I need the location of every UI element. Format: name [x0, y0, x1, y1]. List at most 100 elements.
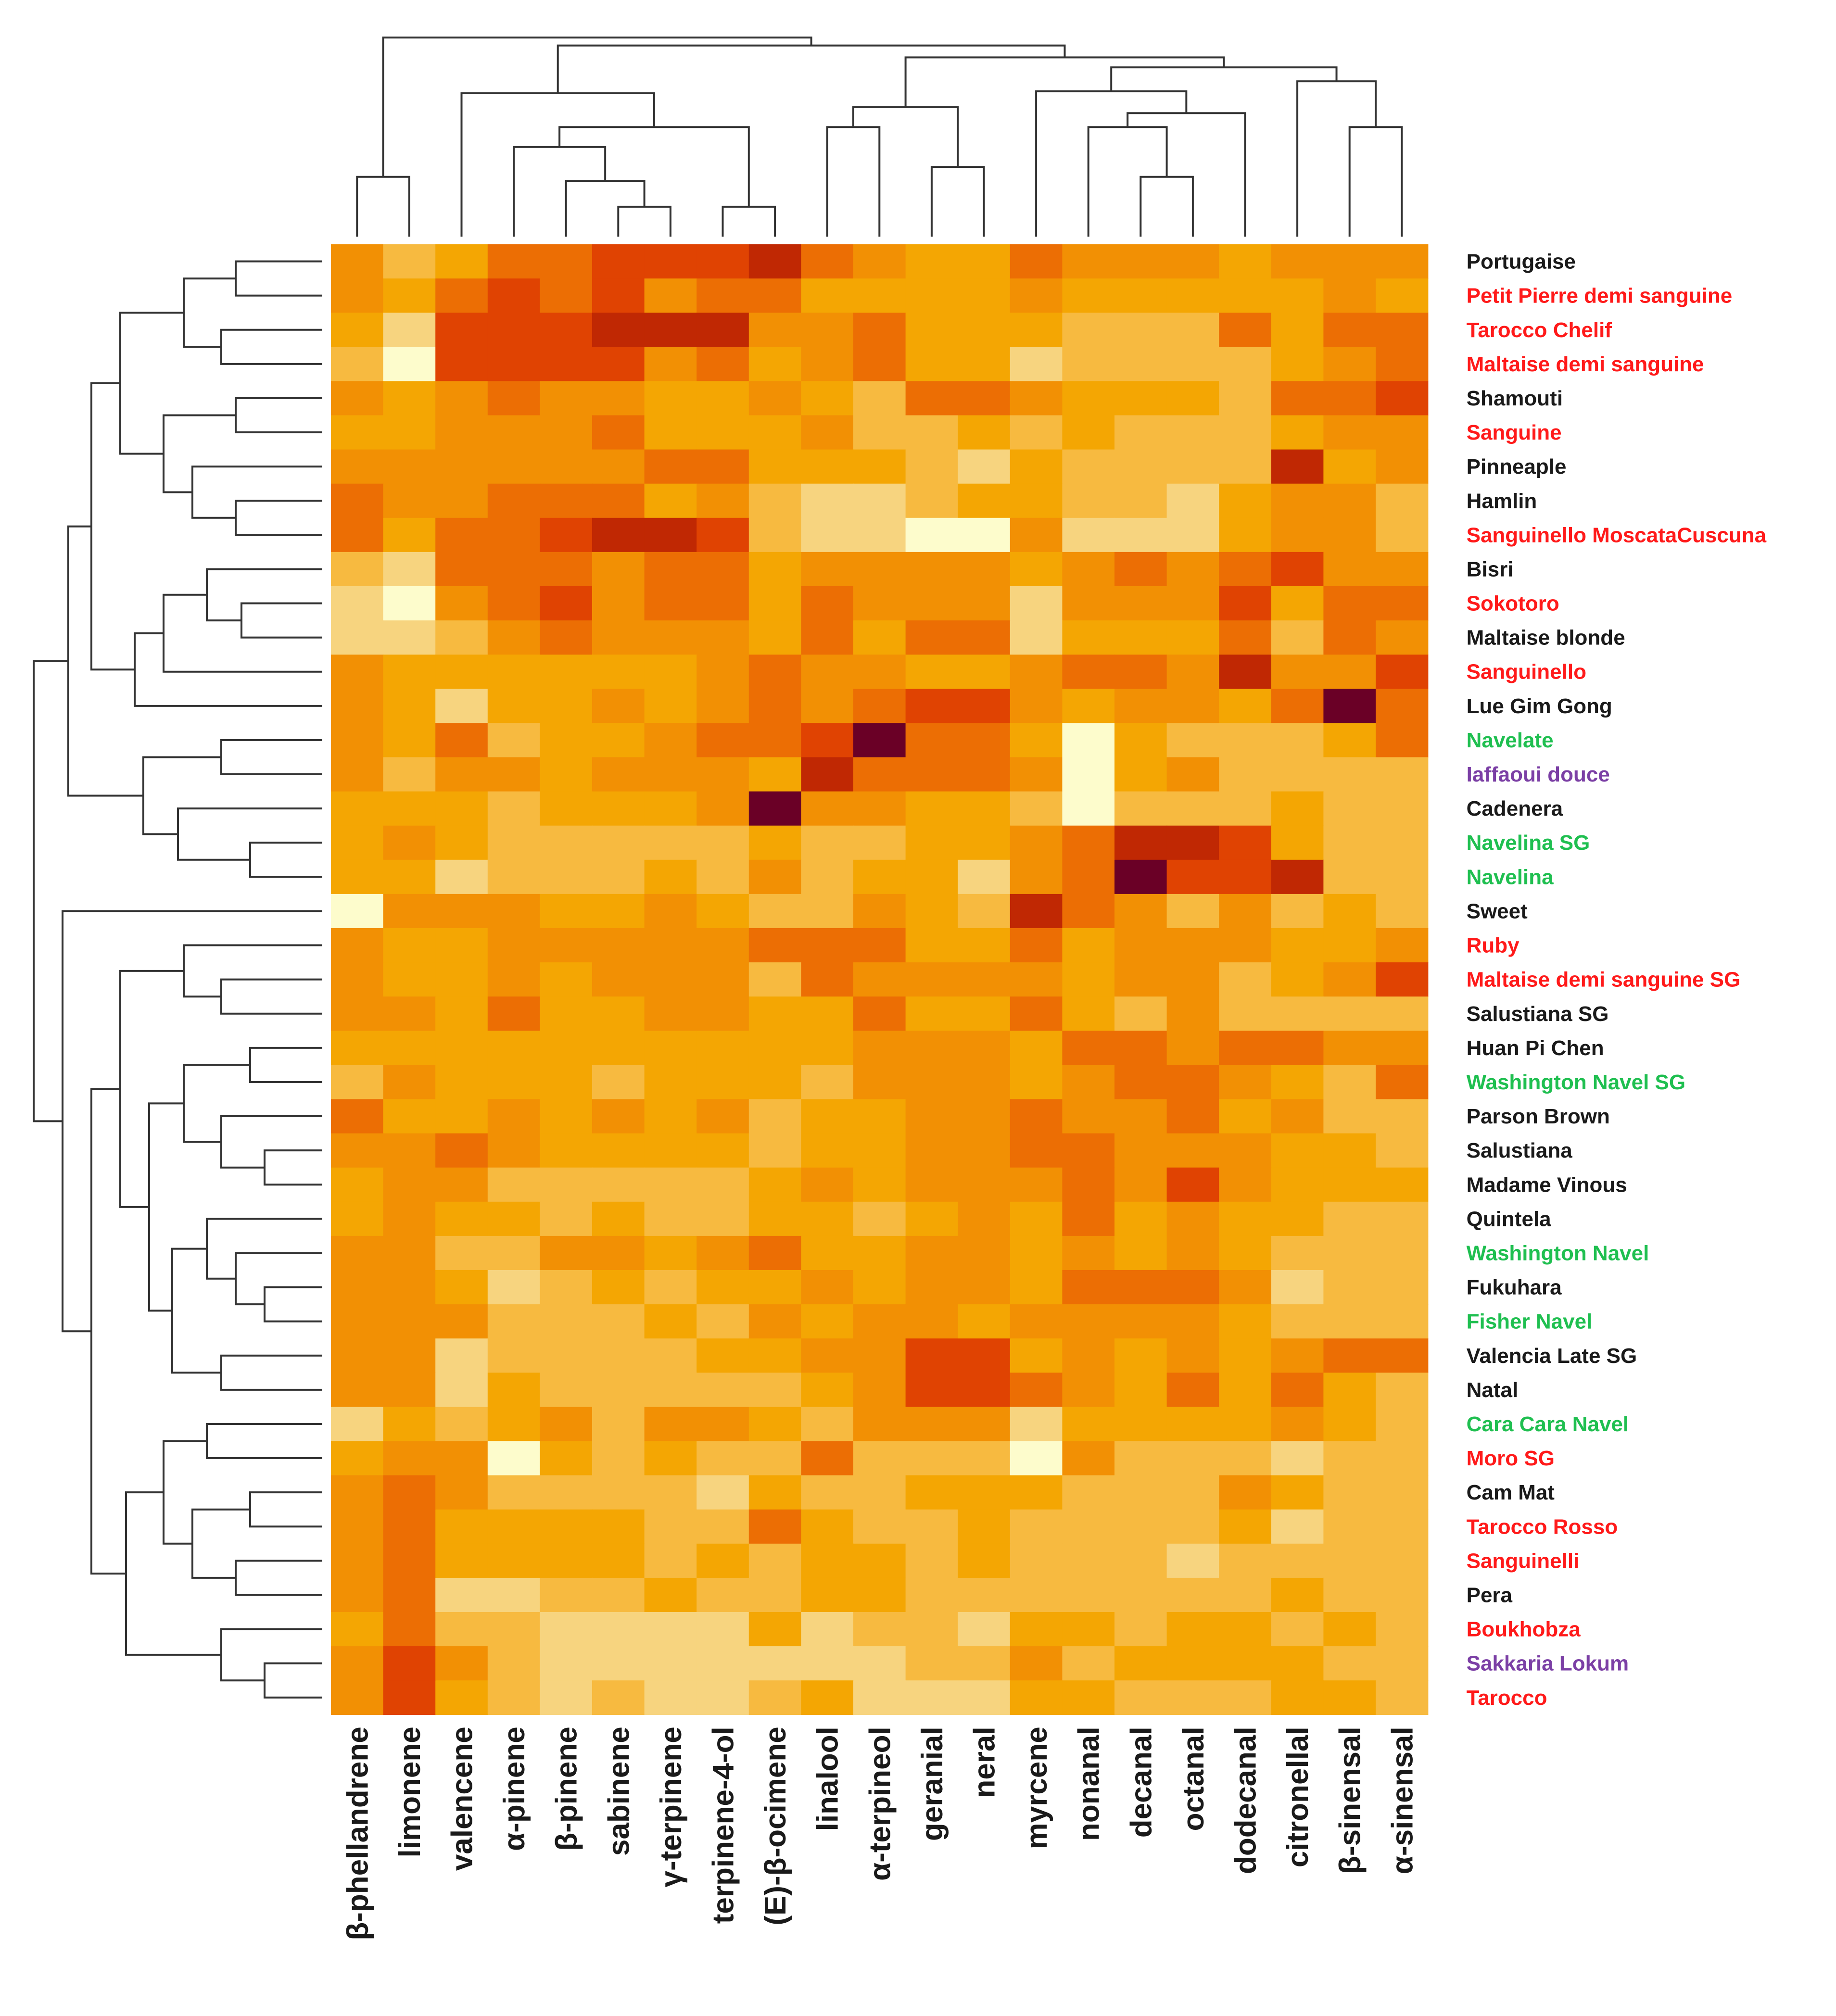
heatmap-cell [1114, 1099, 1167, 1134]
heatmap-cell [435, 1407, 488, 1442]
heatmap-cell [1219, 757, 1272, 792]
heatmap-cell [1010, 381, 1063, 416]
row-label: Navelina [1467, 865, 1554, 889]
heatmap-cell [644, 1338, 697, 1373]
heatmap-cell [958, 1304, 1011, 1339]
heatmap-cell [1114, 586, 1167, 621]
heatmap-cell [1062, 1031, 1115, 1066]
heatmap-cell [696, 689, 749, 724]
heatmap-cell [435, 1099, 488, 1134]
heatmap-cell [1323, 1031, 1376, 1066]
heatmap-cell [696, 1612, 749, 1647]
heatmap-cell [1166, 1338, 1219, 1373]
heatmap-cell [644, 1099, 697, 1134]
heatmap-cell [801, 1099, 854, 1134]
heatmap-cell [1114, 313, 1167, 348]
heatmap-cell [958, 586, 1011, 621]
heatmap-cell [487, 347, 541, 382]
heatmap-cell [1010, 1543, 1063, 1578]
heatmap-cell [958, 1201, 1011, 1236]
heatmap-cell [1219, 996, 1272, 1032]
heatmap-cell [1010, 1509, 1063, 1544]
heatmap-cell [748, 586, 802, 621]
heatmap-cell [540, 1509, 593, 1544]
heatmap-cell [592, 689, 645, 724]
heatmap-cell [1271, 655, 1324, 690]
heatmap-cell [1323, 962, 1376, 997]
heatmap-cell [1010, 244, 1063, 279]
heatmap-cell [1062, 1407, 1115, 1442]
heatmap-cell [540, 655, 593, 690]
heatmap-cell [487, 1304, 541, 1339]
heatmap-cell [1062, 517, 1115, 553]
dendrogram-link [67, 525, 143, 797]
heatmap-cell [592, 415, 645, 450]
heatmap-cell [801, 483, 854, 518]
heatmap-cell [748, 1509, 802, 1544]
heatmap-cell [383, 894, 436, 929]
heatmap-cell [435, 449, 488, 484]
heatmap-cell [801, 1577, 854, 1613]
heatmap-cell [905, 1680, 958, 1715]
heatmap-cell [331, 586, 384, 621]
heatmap-cell [1219, 517, 1272, 553]
heatmap-cell [1114, 1646, 1167, 1681]
dendrogram-link [264, 1286, 322, 1323]
heatmap-cell [905, 1612, 958, 1647]
heatmap-cell [1271, 1167, 1324, 1202]
heatmap-cell [644, 655, 697, 690]
heatmap-cell [1166, 1441, 1219, 1476]
heatmap-cell [644, 1373, 697, 1408]
heatmap-cell [748, 1680, 802, 1715]
heatmap-cell [383, 791, 436, 826]
heatmap-cell [383, 1031, 436, 1066]
heatmap-cell [592, 1304, 645, 1339]
heatmap-cell [435, 1270, 488, 1305]
heatmap-cell [905, 244, 958, 279]
heatmap-cell [801, 962, 854, 997]
heatmap-cell [696, 1407, 749, 1442]
heatmap-cell [1376, 483, 1429, 518]
heatmap-cell [1114, 1031, 1167, 1066]
heatmap-cell [592, 859, 645, 895]
heatmap-cell [435, 1441, 488, 1476]
heatmap-cell [801, 1167, 854, 1202]
column-label: myrcene [1020, 1726, 1053, 1849]
heatmap-cell [1114, 552, 1167, 587]
heatmap-cell [435, 996, 488, 1032]
heatmap-cell [1166, 1577, 1219, 1613]
heatmap-cell [958, 381, 1011, 416]
heatmap-cell [1271, 1475, 1324, 1510]
heatmap-cell [748, 1373, 802, 1408]
heatmap-cell [1166, 1407, 1219, 1442]
heatmap-cell [1323, 415, 1376, 450]
row-label: Sweet [1467, 899, 1528, 923]
heatmap-cell [540, 825, 593, 860]
row-label: Shamouti [1467, 387, 1563, 410]
heatmap-cell [1010, 996, 1063, 1032]
heatmap-cell [1376, 347, 1429, 382]
heatmap-cell [1219, 1373, 1272, 1408]
heatmap-cell [331, 757, 384, 792]
heatmap-cell [1219, 449, 1272, 484]
heatmap-cell [748, 1031, 802, 1066]
heatmap-cell [696, 1201, 749, 1236]
heatmap-cell [1271, 962, 1324, 997]
dendrogram-link [264, 1149, 322, 1186]
heatmap-cell [1010, 1373, 1063, 1408]
heatmap-cell [331, 244, 384, 279]
heatmap-cell [1219, 1646, 1272, 1681]
heatmap-cell [487, 1338, 541, 1373]
heatmap-cell [748, 723, 802, 758]
dendrogram-link [163, 1440, 207, 1545]
heatmap-cell [1376, 1201, 1429, 1236]
heatmap-cell [1323, 1201, 1376, 1236]
heatmap-cell [1271, 723, 1324, 758]
heatmap-cell [1376, 1373, 1429, 1408]
heatmap-cell [540, 1201, 593, 1236]
heatmap-cell [540, 1612, 593, 1647]
heatmap-cell [853, 996, 906, 1032]
heatmap-cell [905, 894, 958, 929]
heatmap-cell [1323, 313, 1376, 348]
row-label: Sanguinello [1467, 660, 1586, 684]
